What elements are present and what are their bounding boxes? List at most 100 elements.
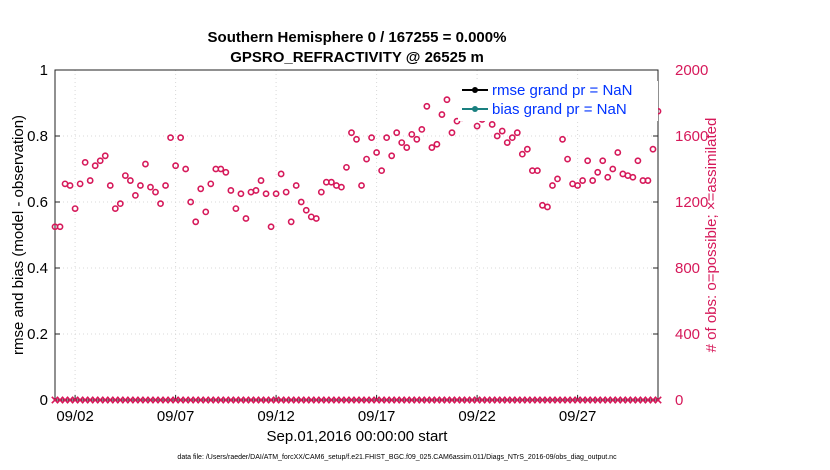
obs-possible-point [312,215,320,222]
obs-possible-point [157,200,164,208]
obs-possible-point [473,122,481,130]
x-tick-label: 09/17 [358,408,396,425]
obs-possible-point [282,188,290,196]
y-tick-label: 0.4 [27,260,48,277]
obs-possible-point [317,188,325,196]
obs-possible-point [549,182,556,189]
obs-possible-point [589,177,597,184]
obs-possible-point [338,183,345,191]
obs-possible-point [398,139,406,146]
y-tick-label: 0.8 [27,128,48,145]
obs-possible-point [222,168,230,176]
obs-possible-point [237,190,245,198]
y2-tick-label: 800 [675,260,700,277]
obs-possible-point [448,129,456,137]
obs-possible-point [86,177,94,184]
obs-possible-point [418,125,426,133]
obs-possible-point [644,177,652,184]
obs-possible-point [101,152,109,160]
obs-possible-point [649,145,657,153]
obs-possible-point [493,132,501,140]
obs-possible-point [126,177,134,184]
legend-bias-marker [472,106,478,112]
obs-possible-point [96,157,104,165]
legend-box [458,81,658,121]
obs-possible-point [242,215,250,222]
obs-assimilated-point [654,396,662,404]
legend-rmse-label: rmse grand pr = NaN [492,82,632,99]
obs-possible-point [614,149,622,156]
y-axis-label: rmse and bias (model - observation) [10,115,27,355]
obs-possible-point [302,206,310,214]
obs-possible-point [267,223,275,231]
obs-possible-point [498,127,506,135]
x-tick-label: 09/22 [458,408,496,425]
obs-possible-point [262,190,270,198]
y2-tick-label: 400 [675,326,700,343]
obs-possible-point [423,102,431,110]
obs-possible-point [187,198,195,206]
obs-possible-point [383,134,391,142]
obs-possible-point [217,165,225,173]
obs-possible-point [584,157,592,165]
obs-possible-point [428,144,436,151]
obs-possible-point [76,180,84,188]
obs-possible-point [197,185,205,193]
obs-possible-point [574,182,581,189]
obs-possible-point [137,182,144,189]
obs-possible-point [172,162,179,170]
obs-possible-point [252,187,260,194]
obs-possible-point [343,163,350,171]
obs-possible-point [111,205,119,212]
grid-layer [55,70,658,400]
chart-title: Southern Hemisphere 0 / 167255 = 0.000% [208,29,507,46]
obs-possible-point [56,223,64,231]
y-tick-label: 0 [40,392,48,409]
obs-possible-point [554,175,561,183]
obs-possible-point [81,158,89,166]
obs-possible-point [368,134,375,142]
obs-possible-point [192,218,200,226]
x-tick-label: 09/07 [157,408,195,425]
obs-possible-point [378,167,386,175]
obs-possible-point [207,180,215,188]
obs-possible-point [272,190,280,198]
obs-possible-point [292,182,300,189]
x-tick-label: 09/02 [56,408,94,425]
obs-possible-point [257,177,265,184]
obs-possible-point [599,157,607,165]
obs-possible-point [363,155,370,163]
y-tick-label: 0.2 [27,326,48,343]
obs-possible-point [297,198,305,206]
obs-possible-point [116,200,124,208]
obs-possible-point [559,135,566,143]
obs-possible-point [488,121,496,128]
obs-possible-point [71,205,79,212]
obs-possible-point [353,135,360,143]
obs-possible-point [503,139,511,146]
chart-subtitle: GPSRO_REFRACTIVITY @ 26525 m [230,49,484,66]
obs-possible-point [564,155,571,163]
obs-possible-point [403,144,411,151]
obs-possible-point [147,183,154,191]
obs-possible-point [121,172,129,179]
obs-possible-point [544,203,551,211]
obs-possible-point [443,96,451,104]
obs-possible-point [579,177,587,184]
obs-possible-point [453,117,461,125]
y-tick-label: 1 [40,62,48,79]
y2-tick-label: 1200 [675,194,708,211]
obs-possible-point [287,218,295,226]
obs-possible-point [373,149,380,156]
x-axis-label: Sep.01,2016 00:00:00 start [267,428,449,445]
obs-possible-point [393,129,401,137]
obs-possible-point [629,173,637,181]
obs-possible-point [438,111,446,118]
obs-possible-point [66,182,74,189]
obs-possible-point [408,130,416,138]
obs-possible-point [508,134,516,142]
obs-possible-point [167,134,174,142]
obs-possible-point [413,135,421,143]
x-tick-label: 09/12 [257,408,295,425]
